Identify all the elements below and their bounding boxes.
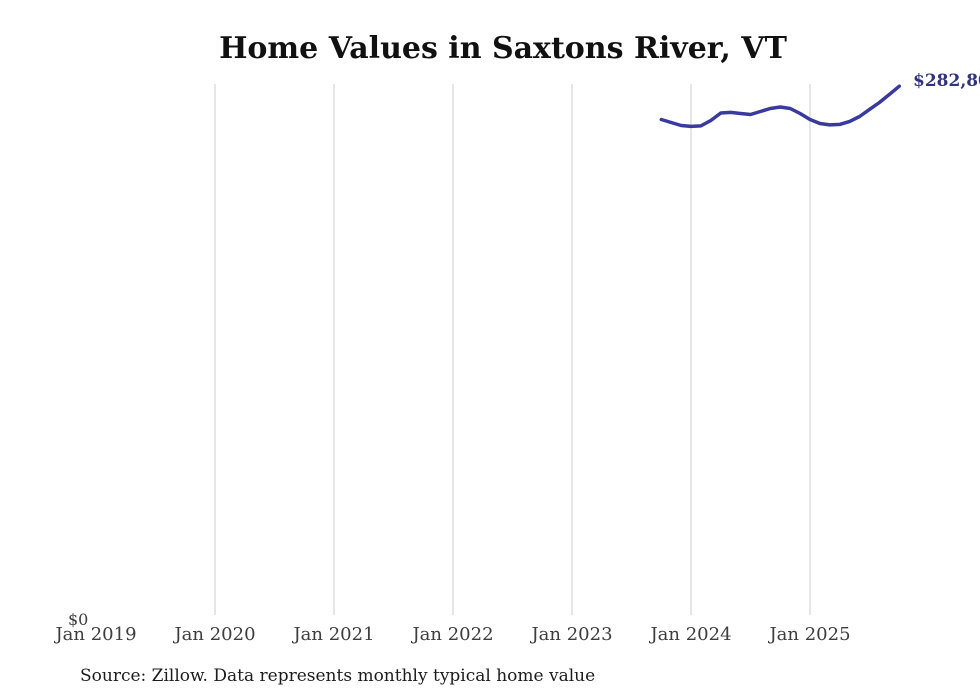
x-tick-label: Jan 2023 [531, 624, 613, 645]
home-value-line [659, 84, 902, 129]
chart-title: Home Values in Saxtons River, VT [219, 31, 787, 66]
source-note: Source: Zillow. Data represents monthly … [80, 666, 596, 686]
x-tick-label: Jan 2020 [174, 624, 256, 645]
latest-value-label: $282,800 [913, 71, 980, 91]
x-tick-label: Jan 2021 [293, 624, 375, 645]
x-tick-label: Jan 2025 [769, 624, 851, 645]
x-tick-label: Jan 2024 [650, 624, 732, 645]
y-axis-zero-label: $0 [68, 610, 89, 629]
x-tick-label: Jan 2019 [55, 624, 137, 645]
x-tick-label: Jan 2022 [412, 624, 494, 645]
